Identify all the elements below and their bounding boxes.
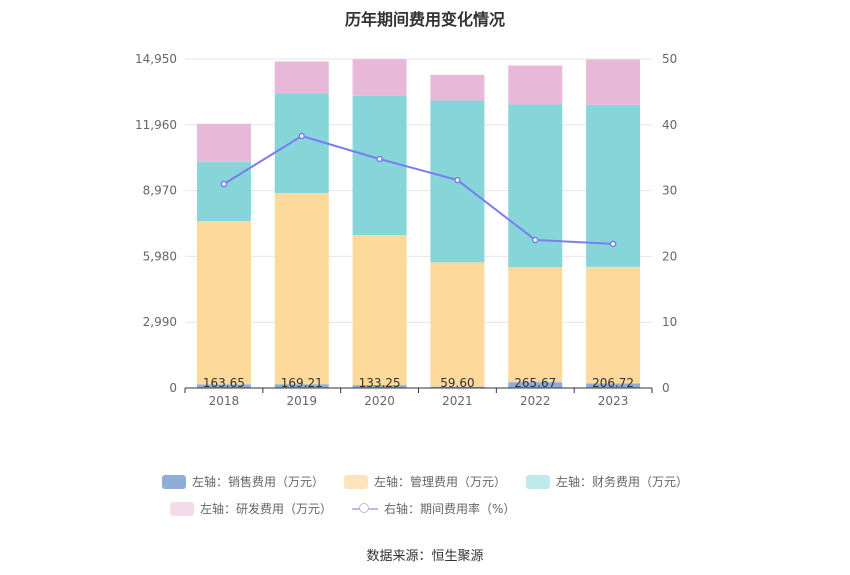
legend-label-admin: 左轴：管理费用（万元）	[373, 475, 506, 489]
chart-area: 163.65 169.21 133.25 59.60 265.67 206.72 0 2,9…	[135, 52, 677, 408]
bar-sales	[274, 384, 329, 388]
x-tick-label: 2021	[442, 394, 473, 408]
legend-item-rate[interactable]: 右轴：期间费用率（%）	[352, 500, 515, 517]
legend-swatch-rd	[170, 501, 194, 516]
legend-label-rate: 右轴：期间费用率（%）	[384, 502, 516, 516]
point-rate	[298, 132, 305, 140]
bar-rd	[274, 61, 329, 94]
bar-finance	[352, 95, 407, 236]
data-source: 数据来源：恒生聚源	[366, 549, 484, 564]
bar-sales	[586, 383, 641, 388]
bar-sales	[508, 382, 563, 388]
legend-item-sales[interactable]: 左轴：销售费用（万元）	[161, 473, 324, 490]
y-left-tick-label: 8,970	[143, 184, 177, 198]
bar-admin	[352, 235, 407, 386]
y-right-tick-label: 10	[662, 315, 677, 329]
bar-finance	[586, 104, 641, 267]
legend-item-rd[interactable]: 左轴：研发费用（万元）	[170, 500, 332, 517]
x-tick-label: 2022	[520, 394, 551, 408]
legend-label-finance: 左轴：财务费用（万元）	[556, 475, 689, 489]
data-label-sales: 133.25	[359, 376, 401, 390]
legend-swatch-sales	[161, 474, 186, 489]
y-left-tick-label: 14,950	[135, 52, 177, 66]
y-left-tick-label: 0	[169, 381, 177, 395]
label-layer: 163.65 169.21 133.25 59.60 265.67 206.72	[203, 376, 634, 390]
y-left-tick-label: 2,990	[143, 315, 177, 329]
y-left-tick-label: 11,960	[135, 118, 177, 132]
legend-item-admin[interactable]: 左轴：管理费用（万元）	[343, 473, 506, 490]
y-right-tick-label: 50	[662, 52, 677, 66]
data-label-sales: 169.21	[281, 376, 323, 390]
point-rate	[454, 176, 461, 184]
y-right-tick-label: 40	[662, 118, 677, 132]
grid-layer	[185, 58, 652, 323]
legend: 左轴：销售费用（万元） 左轴：管理费用（万元） 左轴：财务费用（万元） 左轴：研…	[0, 473, 850, 527]
legend-swatch-finance	[526, 474, 550, 489]
point-rate	[220, 180, 228, 188]
bar-rd	[586, 59, 641, 105]
bar-rd	[196, 123, 251, 162]
point-rate	[532, 236, 539, 244]
bar-admin	[430, 262, 485, 387]
bar-sales	[430, 386, 485, 388]
legend-swatch-admin	[343, 474, 368, 489]
x-tick-label: 2023	[598, 394, 629, 408]
bar-admin	[508, 267, 563, 383]
legend-label-rd: 左轴：研发费用（万元）	[200, 502, 333, 516]
line-layer	[220, 132, 617, 248]
axis-layer: 0 2,990 5,980 8,970 11,960 14,950 0 10 20 30 40 50 2…	[135, 52, 677, 408]
y-left-tick-label: 5,980	[143, 249, 177, 263]
x-tick-label: 2019	[286, 394, 317, 408]
legend-item-finance[interactable]: 左轴：财务费用（万元）	[526, 473, 688, 490]
data-label-sales: 163.65	[203, 376, 245, 390]
bar-admin	[196, 221, 251, 385]
data-label-sales: 206.72	[592, 376, 634, 390]
data-label-sales: 265.67	[514, 376, 556, 390]
x-tick-label: 2018	[209, 394, 240, 408]
data-label-sales: 59.60	[440, 376, 474, 390]
x-tick-label: 2020	[364, 394, 395, 408]
bar-finance	[274, 93, 329, 194]
line-rate	[223, 134, 614, 245]
bar-rd	[508, 65, 563, 105]
bar-rd	[352, 59, 407, 96]
bar-rd	[430, 74, 485, 101]
bar-sales	[352, 385, 407, 388]
point-rate	[609, 240, 617, 248]
y-right-tick-label: 20	[662, 249, 677, 263]
point-rate	[376, 155, 383, 163]
legend-label-sales: 左轴：销售费用（万元）	[191, 475, 324, 489]
y-right-tick-label: 0	[662, 381, 670, 395]
legend-line-rate-icon	[352, 502, 379, 516]
bar-sales	[196, 384, 251, 388]
chart-title: 历年期间费用变化情况	[344, 10, 505, 29]
y-right-tick-label: 30	[662, 184, 677, 198]
bar-finance	[196, 161, 251, 222]
bar-admin	[274, 193, 329, 385]
bar-admin	[586, 266, 641, 384]
bar-layer	[196, 59, 641, 388]
